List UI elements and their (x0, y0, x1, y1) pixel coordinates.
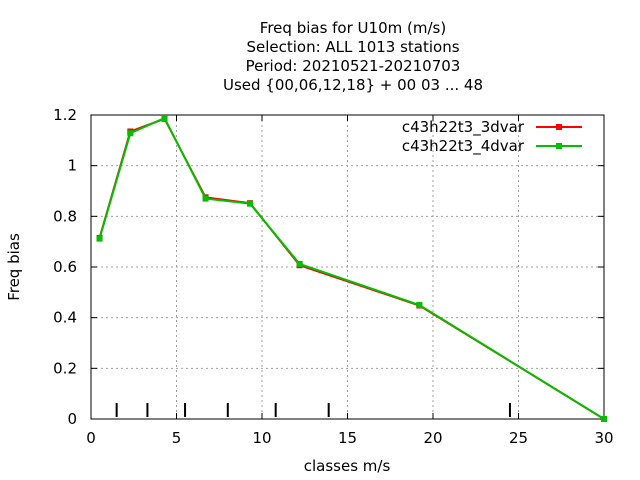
series (96, 115, 607, 422)
legend-swatch-point (556, 124, 562, 130)
data-point (416, 302, 423, 308)
y-axis: 0 0.2 0.4 0.6 0.8 1 1.2 (53, 106, 604, 428)
x-tick-label: 5 (172, 429, 182, 447)
grid (91, 115, 604, 419)
series-c43h22t3_3dvar (96, 115, 607, 422)
x-axis-label: classes m/s (304, 457, 391, 475)
y-tick-label: 0.8 (53, 207, 77, 225)
legend-swatch-point (556, 143, 562, 149)
x-tick-label: 30 (594, 429, 613, 447)
chart-title: Freq bias for U10m (m/s)Selection: ALL 1… (223, 19, 483, 94)
x-axis: 0 5 10 15 20 25 30 (86, 115, 614, 447)
data-point (202, 195, 209, 202)
series-c43h22t3_4dvar (96, 115, 607, 422)
title-line-1: Freq bias for U10m (m/s) (260, 19, 446, 37)
data-point (247, 200, 254, 207)
series-line (98, 116, 605, 420)
y-tick-label: 0.4 (53, 309, 77, 327)
x-tick-label: 25 (509, 429, 528, 447)
data-point (96, 235, 103, 242)
data-point (161, 115, 168, 122)
x-tick-label: 0 (86, 429, 96, 447)
y-tick-label: 0.6 (53, 258, 77, 276)
y-tick-label: 0 (67, 410, 77, 428)
x-tick-label: 10 (252, 429, 271, 447)
data-point (127, 130, 134, 137)
legend-label: c43h22t3_4dvar (402, 137, 525, 156)
title-line-2: Selection: ALL 1013 stations (246, 38, 459, 56)
y-tick-label: 1.2 (53, 106, 77, 124)
x-tick-label: 15 (338, 429, 357, 447)
y-axis-label: Freq bias (5, 233, 23, 301)
class-markers (115, 403, 511, 417)
x-tick-label: 20 (423, 429, 442, 447)
data-point (296, 260, 303, 267)
y-tick-label: 1 (67, 157, 77, 175)
title-line-3: Period: 20210521-20210703 (246, 57, 461, 75)
y-tick-label: 0.2 (53, 359, 77, 377)
title-line-4: Used {00,06,12,18} + 00 03 ... 48 (223, 76, 483, 94)
legend-label: c43h22t3_3dvar (402, 118, 525, 137)
series-line (98, 117, 605, 420)
data-point (601, 416, 607, 422)
